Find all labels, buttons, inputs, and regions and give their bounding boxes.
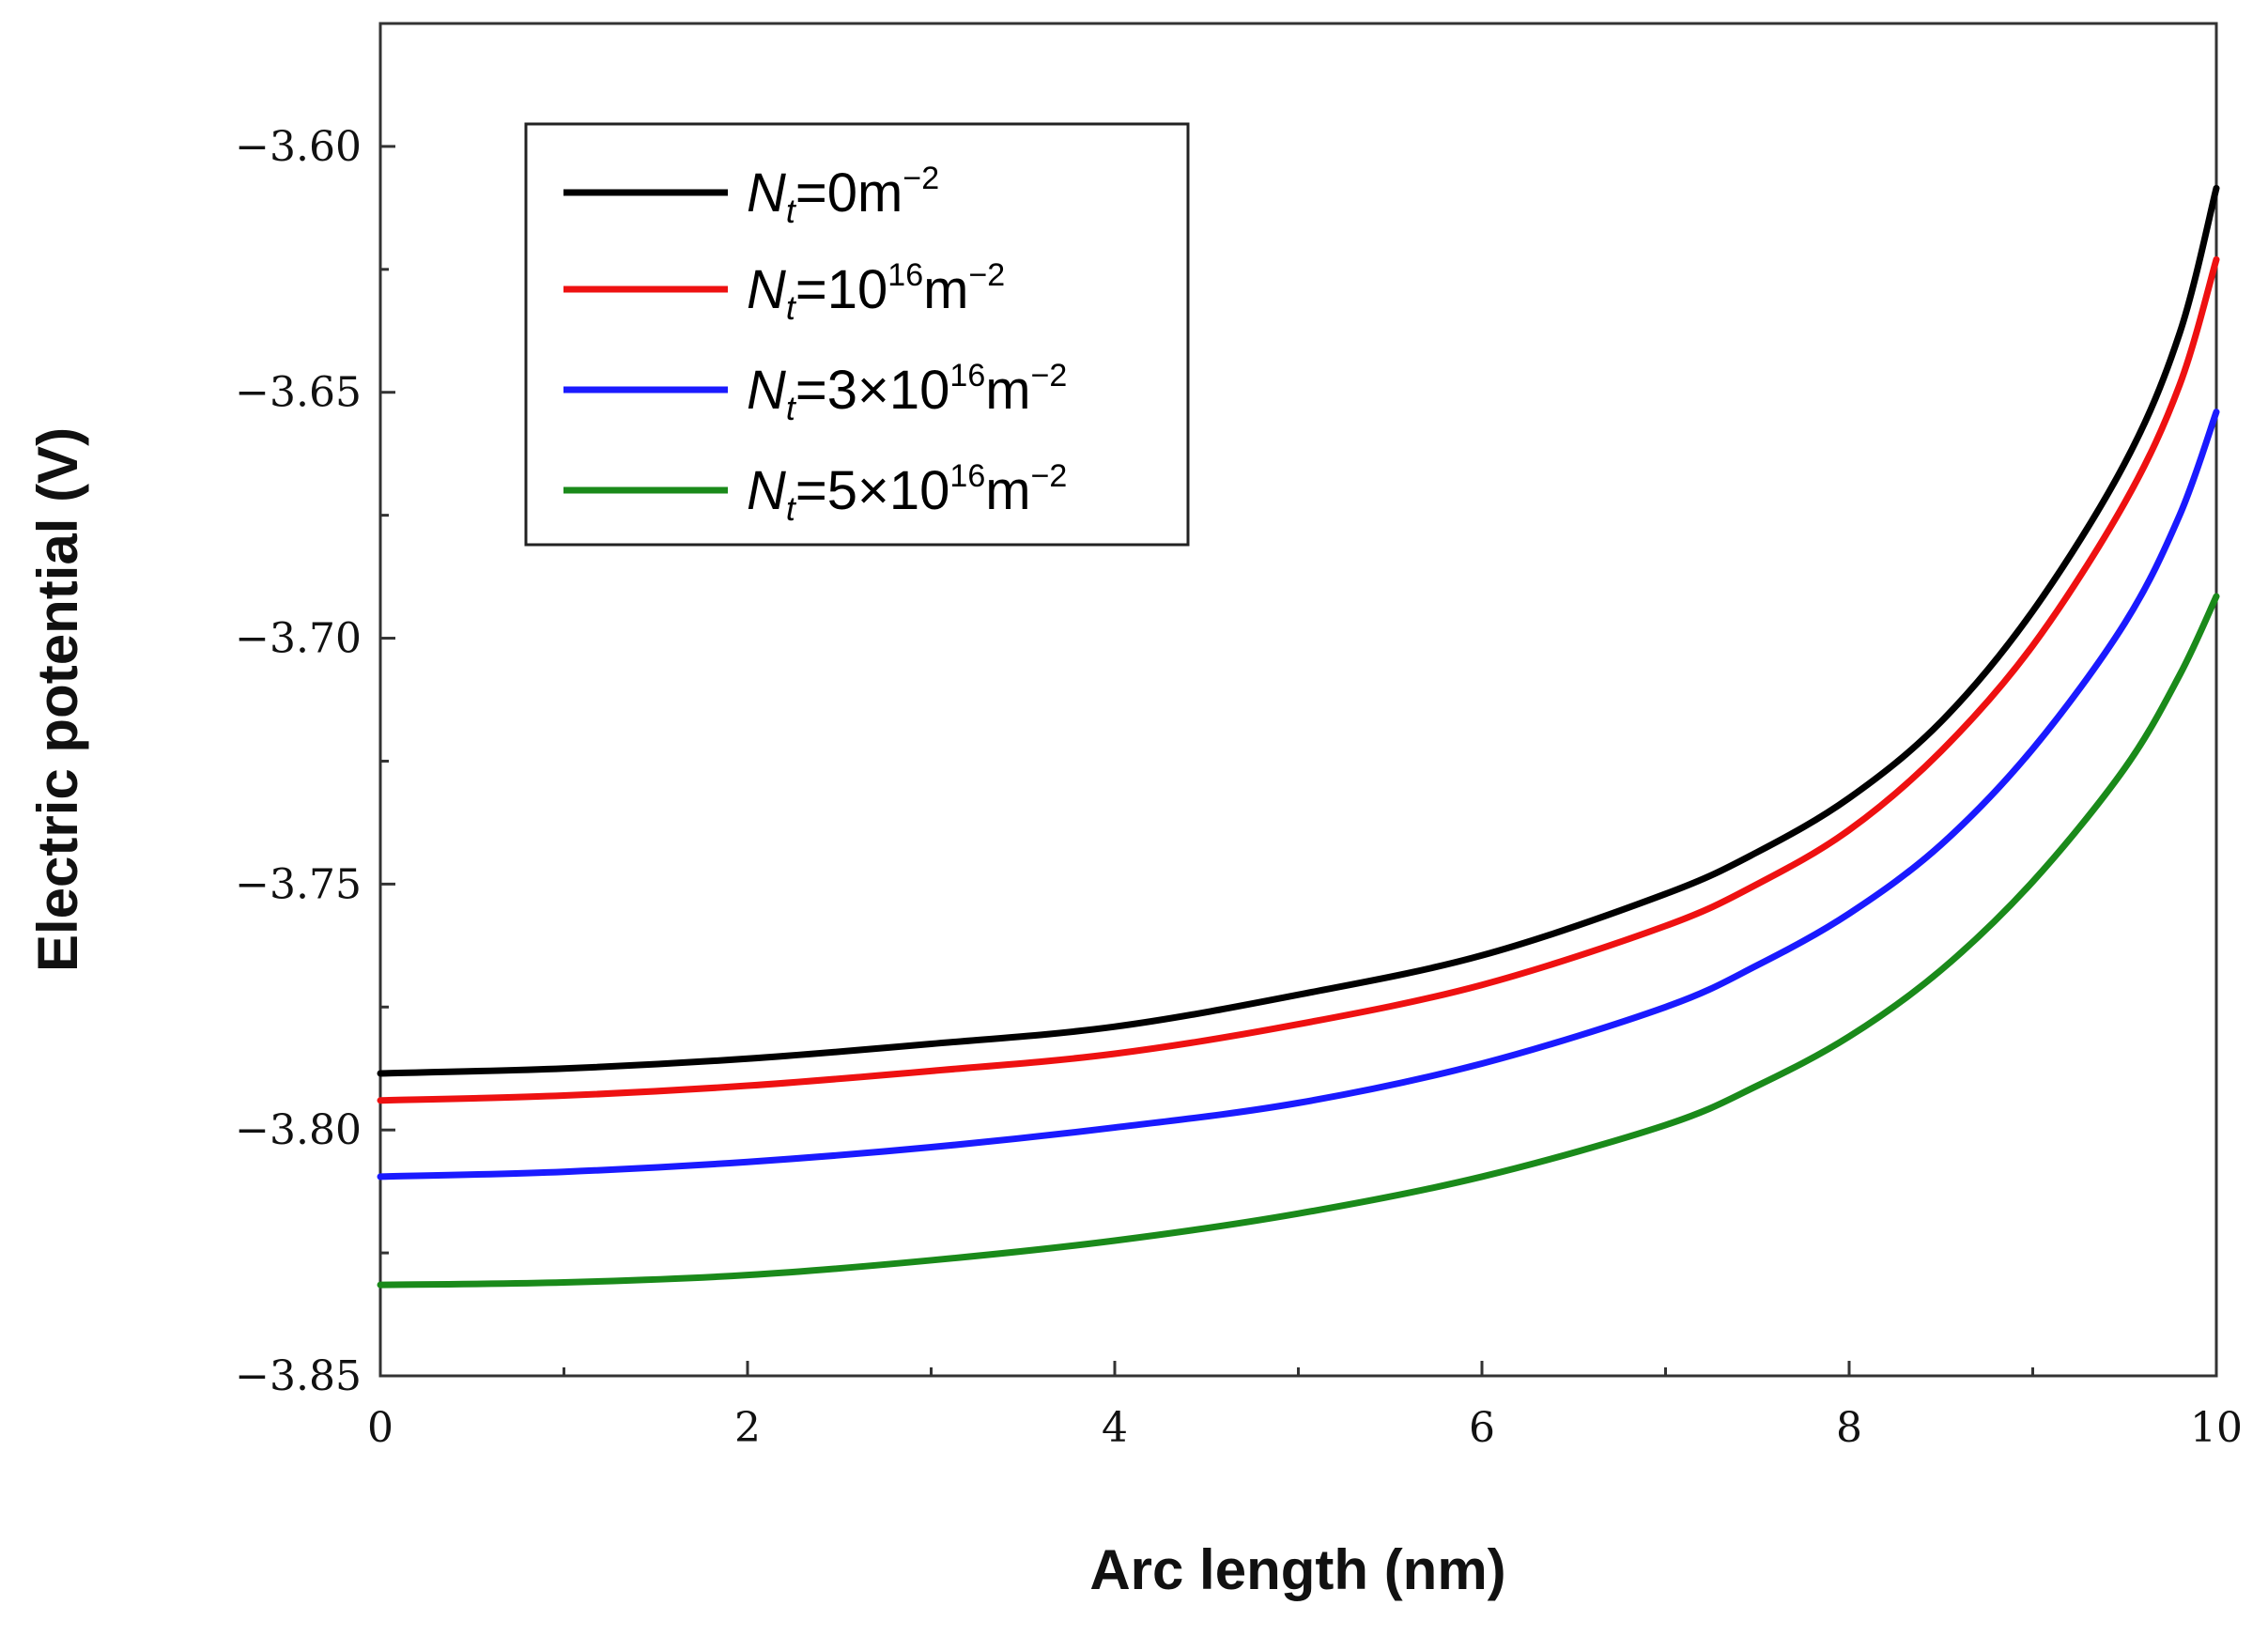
- legend: Nt=0m−2 Nt=1016m−2 Nt=3×1016m−2 Nt=5×1016m−…: [524, 122, 1190, 547]
- y-tick-label: −3.60: [235, 123, 362, 171]
- legend-label: Nt=5×1016m−2: [747, 458, 1067, 528]
- y-tick-label: −3.65: [235, 369, 362, 417]
- legend-item: Nt=0m−2: [563, 161, 939, 230]
- legend-label: Nt=3×1016m−2: [747, 358, 1067, 427]
- series-line-4: [377, 593, 2220, 1289]
- x-axis-title: Arc length (nm): [1089, 1538, 1505, 1601]
- series-line-3: [377, 409, 2220, 1181]
- x-tick-label: 2: [734, 1404, 761, 1452]
- x-tick-label: 10: [2190, 1404, 2243, 1452]
- x-tick-label: 6: [1469, 1404, 1495, 1452]
- legend-label: Nt=0m−2: [747, 161, 939, 230]
- series-line-1: [377, 184, 2220, 1077]
- y-tick-label: −3.70: [235, 615, 362, 663]
- series-lines: [377, 184, 2220, 1289]
- x-tick-label: 8: [1836, 1404, 1862, 1452]
- legend-item: Nt=5×1016m−2: [563, 458, 1067, 528]
- legend-item: Nt=3×1016m−2: [563, 358, 1067, 427]
- y-tick-label: −3.75: [235, 860, 362, 908]
- legend-item: Nt=1016m−2: [563, 257, 1005, 327]
- axis-ticks: [378, 145, 2218, 1378]
- y-axis-title: Electric potential (V): [26, 427, 89, 972]
- y-tick-label: −3.80: [235, 1106, 362, 1154]
- series-line-2: [377, 255, 2220, 1104]
- legend-label: Nt=1016m−2: [747, 257, 1005, 327]
- x-tick-label: 4: [1102, 1404, 1128, 1452]
- x-tick-label: 0: [367, 1404, 393, 1452]
- y-tick-label: −3.85: [235, 1352, 362, 1400]
- tick-labels: 0 2 4 6 8 10 −3.85 −3.80 −3.75 −3.70 −3.65 −3.60: [235, 123, 2243, 1452]
